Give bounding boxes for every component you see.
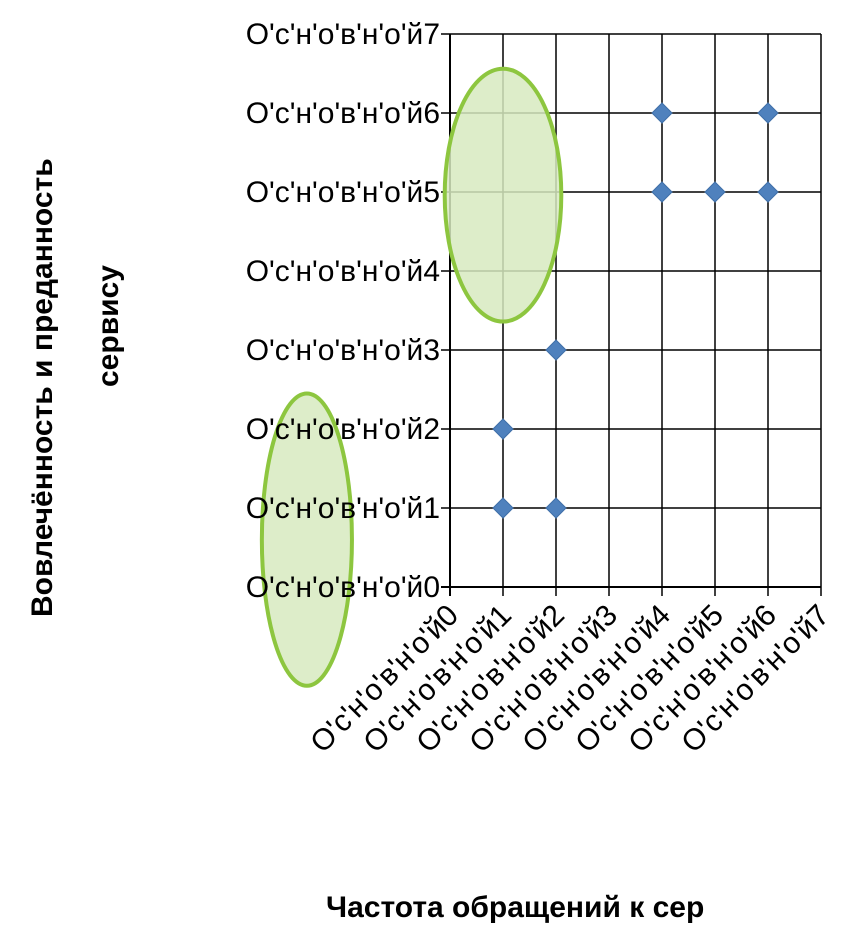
data-point [651,102,673,124]
data-point [757,181,779,203]
data-point [492,418,514,440]
highlight-ellipse [442,66,564,324]
data-point [545,339,567,361]
data-point [492,497,514,519]
data-point [545,497,567,519]
y-tick-label: О'с'н'о'в'н'о'й6 [246,97,440,130]
y-tick-label: О'с'н'о'в'н'о'й4 [246,255,440,288]
x-axis-tick-labels: О'с'н'о'в'н'о'й0О'с'н'о'в'н'о'й1О'с'н'о'… [304,599,836,760]
y-tick-label: О'с'н'о'в'н'о'й1 [246,492,440,525]
y-tick-label: О'с'н'о'в'н'о'й3 [246,334,440,367]
highlight-regions [259,66,564,688]
x-axis-label: Частота обращений к сер [326,891,704,924]
y-axis-tick-labels: О'с'н'о'в'н'о'й0 О'с'н'о'в'н'о'й1 О'с'н'о'… [246,18,440,604]
y-tick-label: О'с'н'о'в'н'о'й7 [246,18,440,51]
y-tick-label: О'с'н'о'в'н'о'й5 [246,176,440,209]
data-point [651,181,673,203]
data-point [757,102,779,124]
data-points [492,102,779,519]
highlight-ellipse [259,391,354,688]
y-tick-label: О'с'н'о'в'н'о'й2 [246,413,440,446]
data-point [704,181,726,203]
y-axis-label: Вовлечённость и преданность [26,158,59,617]
y-tick-label: О'с'н'о'в'н'о'й0 [246,571,440,604]
y-axis-label-line-2: сервису [92,265,125,387]
